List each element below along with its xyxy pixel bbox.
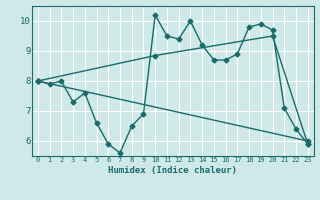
X-axis label: Humidex (Indice chaleur): Humidex (Indice chaleur)	[108, 166, 237, 175]
